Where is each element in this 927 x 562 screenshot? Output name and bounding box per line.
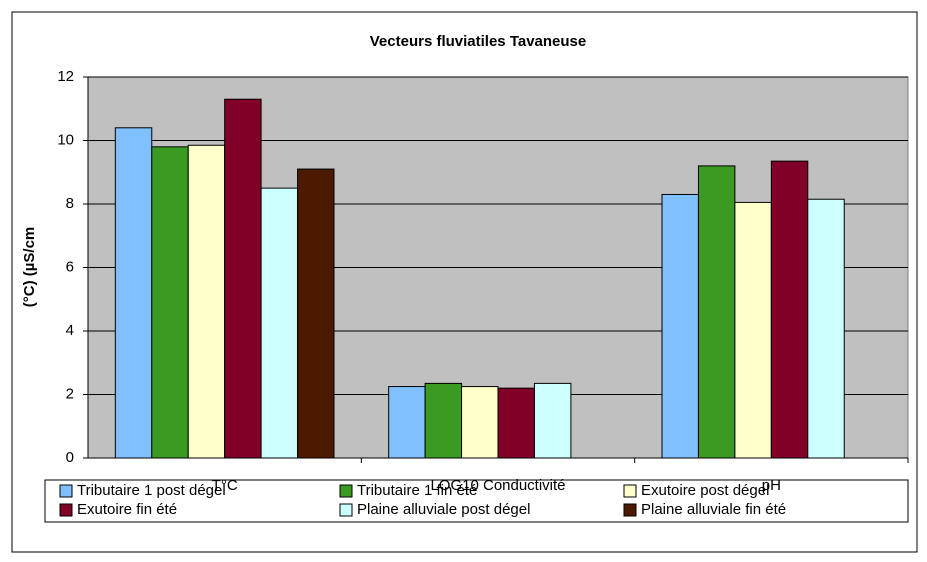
x-tick-label: LOG10 Conductivité xyxy=(430,477,565,494)
bar xyxy=(151,146,189,459)
legend-swatch xyxy=(339,503,353,517)
y-tick-label: 8 xyxy=(66,195,74,212)
bar xyxy=(297,168,335,459)
bar xyxy=(807,198,845,459)
x-tick-label: pH xyxy=(762,477,781,494)
bar xyxy=(424,382,463,459)
chart-title: Vecteurs fluviatiles Tavaneuse xyxy=(370,33,587,50)
bar xyxy=(224,98,262,459)
legend-swatch xyxy=(623,503,637,517)
bar xyxy=(260,187,299,459)
bar xyxy=(497,387,535,459)
bar xyxy=(388,386,426,459)
bar xyxy=(114,127,153,459)
y-tick-label: 10 xyxy=(57,131,74,148)
bar xyxy=(770,160,809,459)
y-tick-label: 0 xyxy=(66,449,74,466)
bar xyxy=(661,193,699,459)
bar xyxy=(697,165,736,459)
bar xyxy=(461,386,499,459)
legend-label: Plaine alluviale post dégel xyxy=(357,501,530,518)
legend-swatch xyxy=(59,484,73,498)
legend-label: Exutoire post dégel xyxy=(641,482,769,499)
legend-swatch xyxy=(623,484,637,498)
legend xyxy=(44,479,909,523)
y-tick-label: 6 xyxy=(66,258,74,275)
legend-swatch xyxy=(339,484,353,498)
legend-label: Tributaire 1 post dégel xyxy=(77,482,226,499)
y-axis-label: (°C) (µS/cm xyxy=(21,227,38,307)
x-tick-label: T°C xyxy=(212,477,238,494)
bar xyxy=(533,382,572,459)
legend-label: Plaine alluviale fin été xyxy=(641,501,786,518)
y-tick-label: 4 xyxy=(66,322,74,339)
bar xyxy=(734,201,772,459)
bar xyxy=(187,144,226,459)
y-tick-label: 2 xyxy=(66,385,74,402)
legend-label: Exutoire fin été xyxy=(77,501,177,518)
y-tick-label: 12 xyxy=(57,68,74,85)
legend-swatch xyxy=(59,503,73,517)
legend-label: Tributaire 1 fin été xyxy=(357,482,477,499)
